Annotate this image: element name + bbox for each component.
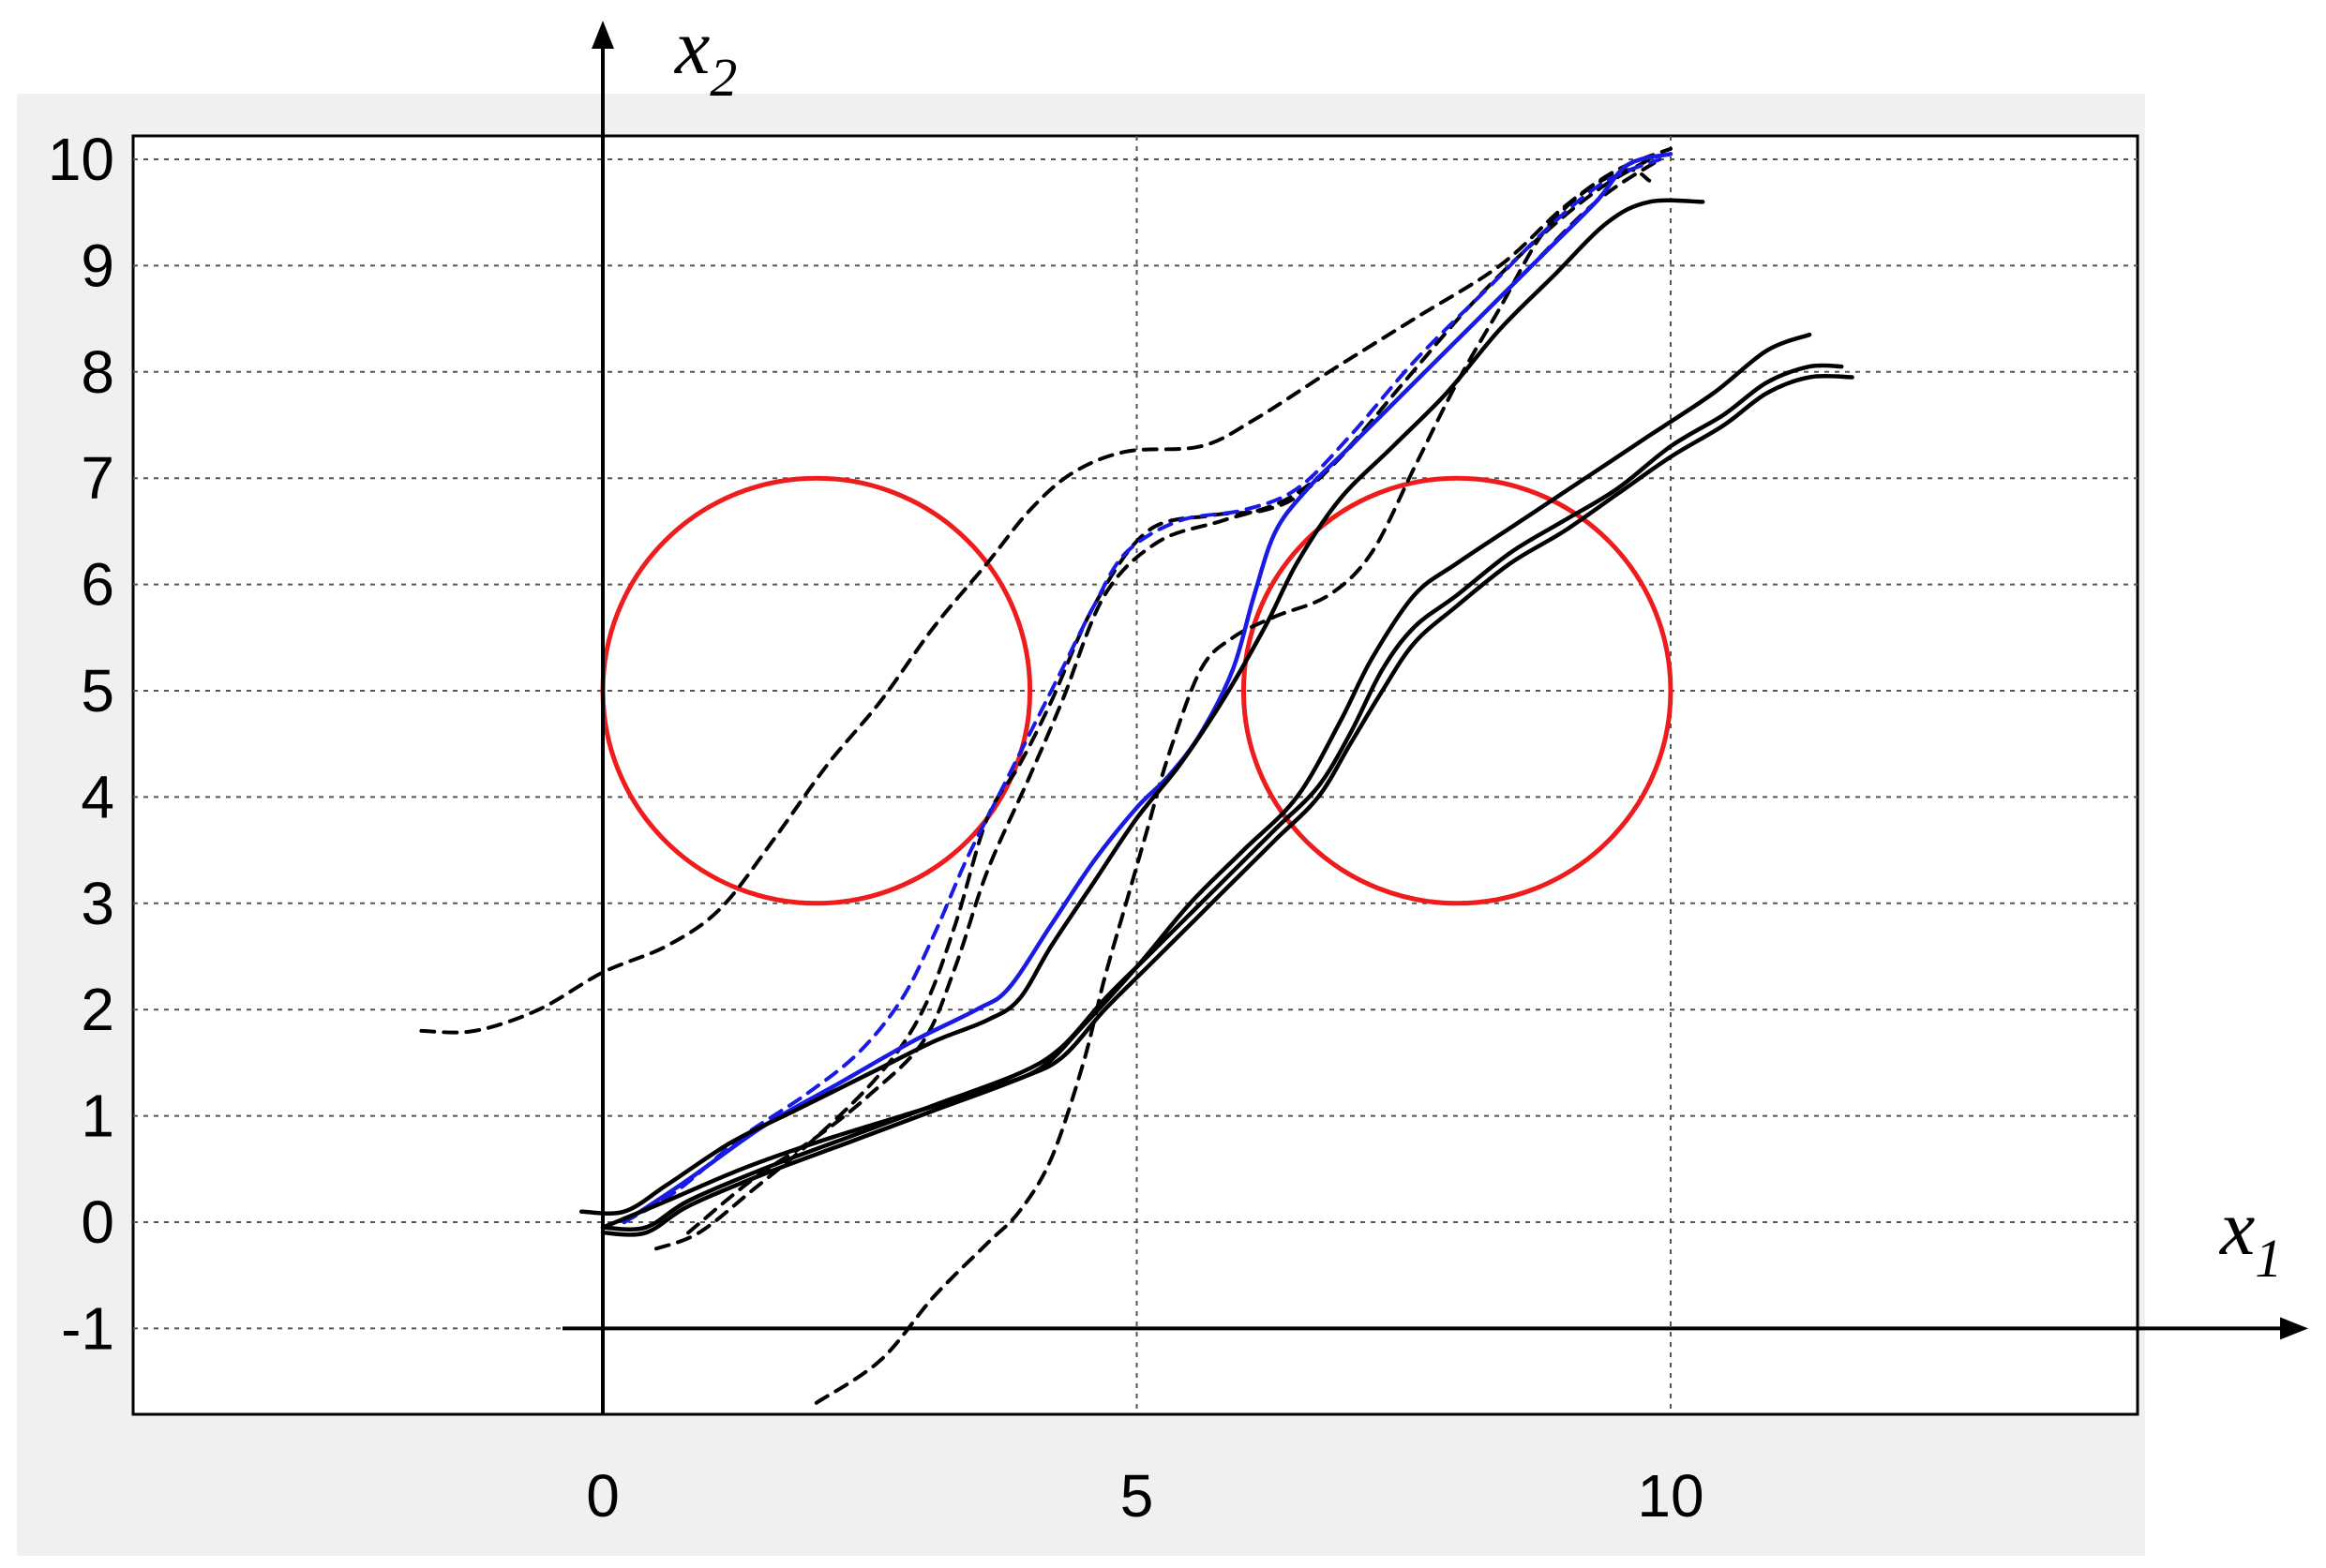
y-tick-label: 10 bbox=[48, 126, 114, 193]
y-tick-label: 0 bbox=[81, 1188, 114, 1256]
y-axis-arrowhead bbox=[592, 21, 614, 49]
solid-trajectory bbox=[578, 198, 1705, 1217]
solid-trajectory bbox=[600, 332, 1812, 1230]
x-axis-label: x1 bbox=[2218, 1185, 2282, 1289]
x-tick-label: 0 bbox=[586, 1462, 620, 1530]
y-tick-label: 9 bbox=[81, 231, 114, 299]
obstacle-circle bbox=[1240, 475, 1673, 906]
y-tick-label: -1 bbox=[61, 1294, 114, 1362]
solid-trajectory bbox=[600, 373, 1854, 1237]
solid-trajectory bbox=[600, 363, 1844, 1232]
y-tick-label: 1 bbox=[81, 1083, 114, 1150]
y-tick-label: 7 bbox=[81, 444, 114, 512]
y-tick-label: 3 bbox=[81, 870, 114, 937]
y-tick-label: 5 bbox=[81, 657, 114, 724]
grid-lines bbox=[133, 136, 2138, 1414]
y-tick-label: 4 bbox=[81, 763, 114, 830]
x-tick-label: 10 bbox=[1637, 1462, 1703, 1530]
plot-area bbox=[131, 134, 2139, 1416]
x-axis-arrowhead bbox=[2280, 1317, 2308, 1340]
y-tick-label: 2 bbox=[81, 976, 114, 1043]
dashed-trajectory bbox=[419, 146, 1673, 1035]
x-tick-label: 5 bbox=[1120, 1462, 1154, 1530]
tick-labels: -1 0 1 2 3 4 5 6 7 8 9 10 0 5 10 bbox=[48, 126, 1704, 1530]
y-axis-label: x2 bbox=[673, 4, 737, 108]
y-tick-label: 6 bbox=[81, 551, 114, 619]
dashed-trajectory bbox=[814, 168, 1652, 1405]
coordinate-axes bbox=[563, 21, 2308, 1414]
trajectory-series bbox=[419, 146, 1854, 1405]
y-tick-label: 8 bbox=[81, 338, 114, 406]
highlight-dashed-trajectory bbox=[622, 157, 1662, 1224]
